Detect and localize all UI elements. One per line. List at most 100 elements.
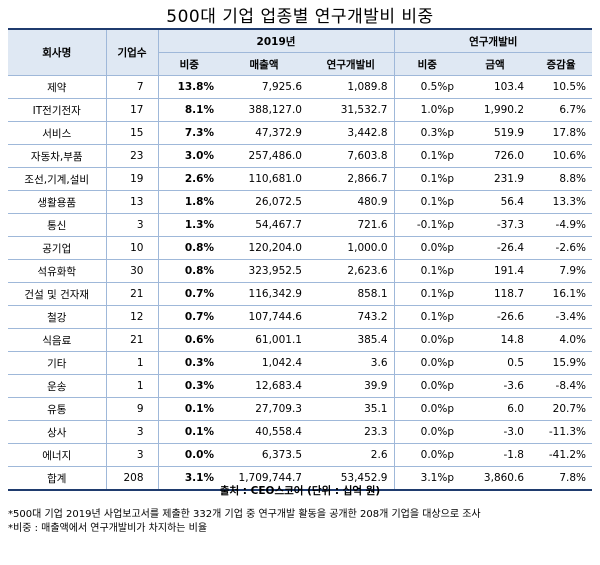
share-change-cell: 0.0%p [394,328,460,352]
share-cell: 3.0% [158,144,220,168]
amount-cell: 726.0 [460,144,530,168]
company-cell: 통신 [8,213,107,237]
company-cell: 석유화학 [8,259,107,283]
growth-cell: -8.4% [530,374,593,398]
table-row: 철강 12 0.7% 107,744.6 743.2 0.1%p -26.6 -3.4% [8,305,593,329]
rnd-cell: 3.6 [308,351,395,375]
count-cell: 17 [106,98,159,122]
share-change-cell: 0.1%p [394,167,460,191]
company-cell: 조선,기계,설비 [8,167,107,191]
table-body: 제약 7 13.8% 7,925.6 1,089.8 0.5%p 103.4 10.5% IT전… [8,75,593,491]
rnd-cell: 1,000.0 [308,236,395,260]
table-row: 유통 9 0.1% 27,709.3 35.1 0.0%p 6.0 20.7% [8,397,593,421]
sales-cell: 120,204.0 [220,236,308,260]
share-cell: 3.1% [158,466,220,491]
amount-cell: -37.3 [460,213,530,237]
share-change-cell: 0.1%p [394,144,460,168]
source-note: 출처 : CEO스코어 (단위 : 십억 원) [219,485,381,497]
growth-cell: 13.3% [530,190,593,214]
count-cell: 3 [106,443,159,467]
amount-cell: -3.6 [460,374,530,398]
amount-cell: 519.9 [460,121,530,145]
table-row: 석유화학 30 0.8% 323,952.5 2,623.6 0.1%p 191.4 7.9% [8,259,593,283]
amount-cell: -26.4 [460,236,530,260]
table-row: 에너지 3 0.0% 6,373.5 2.6 0.0%p -1.8 -41.2% [8,443,593,467]
count-cell: 13 [106,190,159,214]
company-cell: IT전기전자 [8,98,107,122]
rnd-cell: 858.1 [308,282,395,306]
company-cell: 철강 [8,305,107,329]
footnote-survey: *500대 기업 2019년 사업보고서를 제출한 332개 기업 중 연구개발… [8,509,481,520]
growth-cell: 8.8% [530,167,593,191]
header-rnd-share: 비중 [394,52,460,76]
growth-cell: 7.9% [530,259,593,283]
growth-cell: -2.6% [530,236,593,260]
share-change-cell: -0.1%p [394,213,460,237]
share-change-cell: 3.1%p [394,466,460,491]
rnd-cell: 721.6 [308,213,395,237]
header-row-1: 회사명 기업수 2019년 연구개발비 [8,28,593,76]
header-growth: 증감율 [530,52,593,76]
amount-cell: -26.6 [460,305,530,329]
page-title: 500대 기업 업종별 연구개발비 비중 [166,6,434,27]
company-cell: 에너지 [8,443,107,467]
company-cell: 생활용품 [8,190,107,214]
count-cell: 23 [106,144,159,168]
company-cell: 식음료 [8,328,107,352]
header-sales: 매출액 [220,52,308,76]
rnd-cell: 7,603.8 [308,144,395,168]
share-cell: 0.8% [158,259,220,283]
growth-cell: 20.7% [530,397,593,421]
table-row: 건설 및 건자재 21 0.7% 116,342.9 858.1 0.1%p 118.7 16… [8,282,593,306]
share-cell: 0.0% [158,443,220,467]
sales-cell: 107,744.6 [220,305,308,329]
rnd-cell: 2,866.7 [308,167,395,191]
table-row: 운송 1 0.3% 12,683.4 39.9 0.0%p -3.6 -8.4% [8,374,593,398]
header-share: 비중 [158,52,220,76]
amount-cell: 118.7 [460,282,530,306]
header-amount: 금액 [460,52,530,76]
rnd-cell: 1,089.8 [308,75,395,99]
share-change-cell: 0.0%p [394,351,460,375]
share-cell: 13.8% [158,75,220,99]
share-cell: 0.1% [158,420,220,444]
sales-cell: 40,558.4 [220,420,308,444]
amount-cell: 191.4 [460,259,530,283]
header-group-2019: 2019년 [158,28,395,53]
share-change-cell: 0.1%p [394,259,460,283]
header-row-2: 비중 매출액 연구개발비 비중 금액 증감율 [8,52,593,76]
amount-cell: 0.5 [460,351,530,375]
share-cell: 0.8% [158,236,220,260]
table-row: 공기업 10 0.8% 120,204.0 1,000.0 0.0%p -26.4 -2.6% [8,236,593,260]
sales-cell: 1,042.4 [220,351,308,375]
sales-cell: 26,072.5 [220,190,308,214]
count-cell: 3 [106,420,159,444]
sales-cell: 12,683.4 [220,374,308,398]
amount-cell: 3,860.6 [460,466,530,491]
footnote-share-definition: *비중 : 매출액에서 연구개발비가 차지하는 비율 [8,523,208,534]
company-cell: 기타 [8,351,107,375]
table-row: 자동차,부품 23 3.0% 257,486.0 7,603.8 0.1%p 726.0 10… [8,144,593,168]
table-row: 조선,기계,설비 19 2.6% 110,681.0 2,866.7 0.1%p 231.9… [8,167,593,191]
table-row: 식음료 21 0.6% 61,001.1 385.4 0.0%p 14.8 4.0% [8,328,593,352]
share-change-cell: 0.0%p [394,236,460,260]
share-cell: 0.1% [158,397,220,421]
growth-cell: 17.8% [530,121,593,145]
share-cell: 1.8% [158,190,220,214]
growth-cell: 16.1% [530,282,593,306]
company-cell: 자동차,부품 [8,144,107,168]
growth-cell: -11.3% [530,420,593,444]
share-cell: 0.3% [158,351,220,375]
header-company: 회사명 [8,28,107,76]
count-cell: 3 [106,213,159,237]
company-cell: 합계 [8,466,107,491]
rnd-cell: 3,442.8 [308,121,395,145]
share-cell: 0.7% [158,282,220,306]
rnd-cell: 23.3 [308,420,395,444]
share-cell: 0.7% [158,305,220,329]
table-row: 생활용품 13 1.8% 26,072.5 480.9 0.1%p 56.4 13.3% [8,190,593,214]
company-cell: 서비스 [8,121,107,145]
table-row: IT전기전자 17 8.1% 388,127.0 31,532.7 1.0%p 1,990.… [8,98,593,122]
share-change-cell: 0.0%p [394,397,460,421]
count-cell: 30 [106,259,159,283]
